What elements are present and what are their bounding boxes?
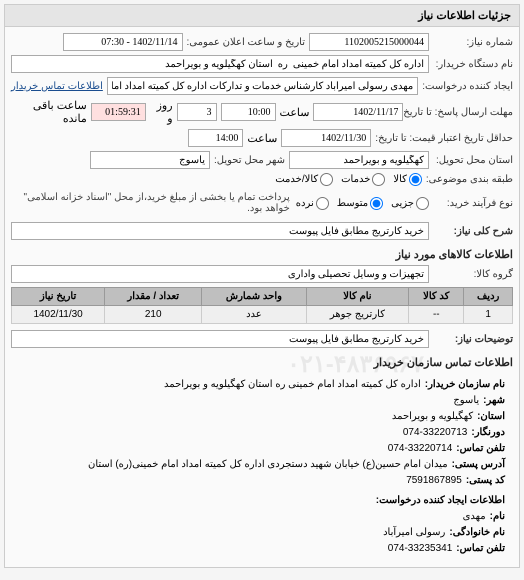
cell-unit: عدد [202, 306, 306, 324]
table-row[interactable]: 1 -- کارتریج جوهر عدد 210 1402/11/30 [12, 306, 513, 324]
delivery-prov-label: استان محل تحویل: [433, 155, 513, 166]
radio-narde[interactable]: نرده [296, 197, 329, 210]
col-qty: تعداد / مقدار [105, 288, 202, 306]
contact-tel-label: تلفن تماس: [456, 441, 505, 457]
deadline-date-input[interactable] [313, 103, 403, 121]
goods-desc-label: توضیحات نیاز: [433, 334, 513, 345]
process-radio-group: جزیی متوسط نرده [296, 197, 429, 210]
need-no-label: شماره نیاز: [433, 37, 513, 48]
validity-date-input[interactable] [281, 129, 371, 147]
col-name: نام کالا [306, 288, 409, 306]
col-code: کد کالا [409, 288, 464, 306]
goods-table: ردیف کد کالا نام کالا واحد شمارش تعداد /… [11, 287, 513, 324]
time-label: ساعت [280, 106, 310, 119]
need-title-label: شرح کلی نیاز: [433, 226, 513, 237]
need-no-input[interactable] [309, 33, 429, 51]
deadline-label: مهلت ارسال پاسخ: تا تاریخ: [407, 107, 513, 118]
contact-addr-label: آدرس پستی: [452, 457, 505, 473]
contact-city-label: شهر: [483, 393, 505, 409]
contact-section-title: اطلاعات تماس سازمان خریدار [11, 352, 513, 373]
contact-prov-label: استان: [477, 409, 505, 425]
contact-post: 7591867895 [406, 473, 462, 489]
cell-qty: 210 [105, 306, 202, 324]
contact-name-label: نام: [490, 509, 505, 525]
requester-label: ایجاد کننده درخواست: [422, 81, 513, 92]
contact-prov: کهگیلویه و بویراحمد [392, 409, 473, 425]
goods-group-label: گروه کالا: [433, 269, 513, 280]
process-label: نوع فرآیند خرید: [433, 198, 513, 209]
days-remain-input [177, 103, 217, 121]
contact-name: مهدی [463, 509, 486, 525]
validity-label: حداقل تاریخ اعتبار قیمت: تا تاریخ: [375, 133, 513, 144]
contact-post-label: کد پستی: [466, 473, 505, 489]
contact-org: اداره کل کمیته امداد امام خمینی ره استان… [164, 377, 421, 393]
goods-group-input[interactable] [11, 265, 429, 283]
announce-input[interactable] [63, 33, 183, 51]
requester-input[interactable] [107, 77, 418, 95]
contact-tel: 074-33220714 [388, 441, 453, 457]
cell-date: 1402/11/30 [12, 306, 105, 324]
contact-fax-label: دورنگار: [471, 425, 505, 441]
contact-family: رسولی امیرآباد [383, 525, 445, 541]
contact-req-tel-label: تلفن تماس: [456, 541, 505, 557]
goods-section-title: اطلاعات کالاهای مورد نیاز [11, 244, 513, 265]
cell-row: 1 [464, 306, 513, 324]
cell-code: -- [409, 306, 464, 324]
delivery-city-input[interactable] [90, 151, 210, 169]
cell-name: کارتریج جوهر [306, 306, 409, 324]
announce-label: تاریخ و ساعت اعلان عمومی: [187, 37, 306, 48]
panel-body: شماره نیاز: تاریخ و ساعت اعلان عمومی: نا… [5, 27, 519, 567]
panel-title: جزئیات اطلاعات نیاز [5, 5, 519, 27]
col-row: ردیف [464, 288, 513, 306]
deadline-time-input[interactable] [221, 103, 276, 121]
delivery-city-label: شهر محل تحویل: [214, 155, 285, 166]
col-date: تاریخ نیاز [12, 288, 105, 306]
radio-jozei[interactable]: جزیی [391, 197, 429, 210]
contact-family-label: نام خانوادگی: [449, 525, 505, 541]
radio-khadamat[interactable]: خدمات [341, 173, 385, 186]
radio-motevaset[interactable]: متوسط [337, 197, 383, 210]
time-remain-input [91, 103, 146, 121]
radio-kala-khadamat[interactable]: کالا/خدمت [275, 173, 333, 186]
contact-addr: میدان امام حسین(ع) خیابان شهید دستجردی ا… [88, 457, 448, 473]
contact-fax: 074-33220713 [403, 425, 468, 441]
contact-city: یاسوج [453, 393, 479, 409]
subject-cat-label: طبقه بندی موضوعی: [426, 174, 513, 185]
need-title-input[interactable] [11, 222, 429, 240]
col-unit: واحد شمارش [202, 288, 306, 306]
table-header-row: ردیف کد کالا نام کالا واحد شمارش تعداد /… [12, 288, 513, 306]
requester-section-label: اطلاعات ایجاد کننده درخواست: [376, 493, 505, 509]
remain-label: ساعت باقی مانده [11, 99, 87, 125]
goods-desc-input[interactable] [11, 330, 429, 348]
need-details-panel: جزئیات اطلاعات نیاز شماره نیاز: تاریخ و … [4, 4, 520, 568]
buyer-contact-link[interactable]: اطلاعات تماس خریدار [11, 81, 103, 92]
buyer-org-label: نام دستگاه خریدار: [433, 59, 513, 70]
contact-org-label: نام سازمان خریدار: [425, 377, 505, 393]
validity-time-input[interactable] [188, 129, 243, 147]
subject-radio-group: کالا خدمات کالا/خدمت [275, 173, 422, 186]
contact-req-tel: 074-33235341 [388, 541, 453, 557]
delivery-prov-input[interactable] [289, 151, 429, 169]
days-label: روز و [150, 99, 173, 125]
payment-desc: پرداخت تمام یا بخشی از مبلغ خرید،از محل … [11, 190, 292, 216]
radio-kala[interactable]: کالا [393, 173, 422, 186]
validity-time-label: ساعت [247, 132, 277, 145]
contact-info-block: نام سازمان خریدار:اداره کل کمیته امداد ا… [11, 373, 513, 561]
buyer-org-input[interactable] [11, 55, 429, 73]
